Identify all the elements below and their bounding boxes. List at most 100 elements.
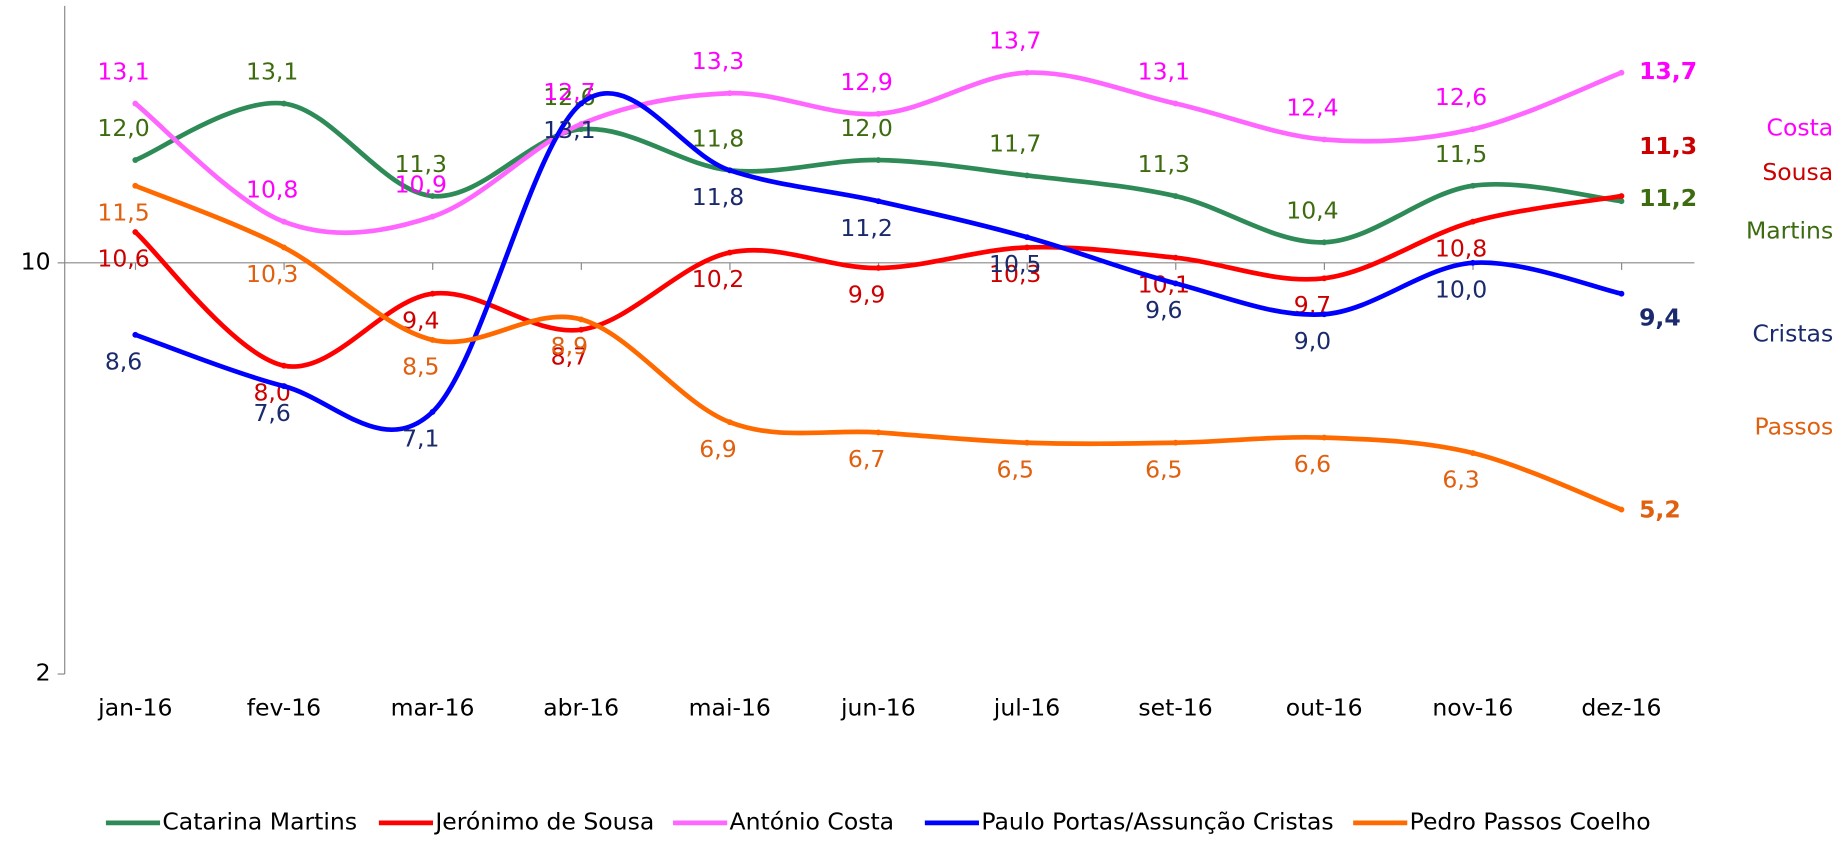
data-label: 13,1 xyxy=(97,58,149,86)
x-tick-label: nov-16 xyxy=(1432,694,1513,722)
point xyxy=(727,250,733,256)
point xyxy=(430,214,436,220)
legend-label: Catarina Martins xyxy=(162,807,357,835)
legend-label: Pedro Passos Coelho xyxy=(1410,807,1651,835)
point xyxy=(1321,311,1327,317)
data-label: 8,6 xyxy=(105,347,142,375)
point xyxy=(1024,173,1030,179)
point xyxy=(875,157,881,163)
x-tick-label: dez-16 xyxy=(1581,694,1661,722)
end-name-label: Passos xyxy=(1755,412,1834,440)
point xyxy=(1470,183,1476,189)
point xyxy=(281,363,287,369)
end-value-label: 11,2 xyxy=(1639,184,1697,212)
y-tick-label: 2 xyxy=(36,659,51,687)
data-label: 10,0 xyxy=(1435,276,1487,304)
end-value-label: 5,2 xyxy=(1639,496,1681,524)
point xyxy=(132,101,138,107)
point xyxy=(1024,234,1030,240)
chart: 210jan-16fev-16mar-16abr-16mai-16jun-16j… xyxy=(0,0,1845,844)
point xyxy=(1618,198,1624,204)
data-label: 10,4 xyxy=(1286,196,1338,224)
data-label: 6,5 xyxy=(997,455,1034,483)
point xyxy=(430,337,436,343)
data-label: 12,4 xyxy=(1286,94,1338,122)
data-label: 13,1 xyxy=(543,116,595,144)
x-tick-label: out-16 xyxy=(1286,694,1363,722)
point xyxy=(132,157,138,163)
point xyxy=(1470,126,1476,132)
point xyxy=(281,219,287,225)
data-label: 13,1 xyxy=(1138,58,1190,86)
data-label: 10,8 xyxy=(246,176,298,204)
data-label: 6,7 xyxy=(848,445,885,473)
x-tick-label: mar-16 xyxy=(391,694,475,722)
data-label: 10,2 xyxy=(692,265,744,293)
data-label: 12,6 xyxy=(1435,83,1487,111)
data-label: 11,2 xyxy=(840,214,892,242)
point xyxy=(132,183,138,189)
data-label: 11,5 xyxy=(97,198,149,226)
data-label: 10,8 xyxy=(1435,234,1487,262)
point xyxy=(1173,440,1179,446)
point xyxy=(430,291,436,297)
legend-label: Paulo Portas/Assunção Cristas xyxy=(981,807,1333,835)
point xyxy=(430,409,436,415)
point xyxy=(1470,219,1476,225)
point xyxy=(1321,137,1327,143)
data-label: 7,6 xyxy=(253,399,290,427)
x-tick-label: jul-16 xyxy=(993,694,1060,722)
x-tick-label: jun-16 xyxy=(840,694,916,722)
point xyxy=(727,167,733,173)
point xyxy=(281,244,287,250)
point xyxy=(1618,70,1624,76)
data-label: 12,9 xyxy=(840,68,892,96)
data-label: 13,3 xyxy=(692,47,744,75)
data-label: 9,6 xyxy=(1145,296,1182,324)
x-tick-label: abr-16 xyxy=(543,694,619,722)
point xyxy=(578,316,584,322)
point xyxy=(1024,440,1030,446)
point xyxy=(1470,450,1476,456)
data-label: 10,3 xyxy=(246,260,298,288)
data-label: 8,9 xyxy=(551,332,588,360)
end-name-label: Cristas xyxy=(1752,320,1833,348)
x-tick-label: mai-16 xyxy=(689,694,771,722)
end-value-label: 13,7 xyxy=(1639,57,1697,85)
data-label: 11,8 xyxy=(692,124,744,152)
data-label: 10,6 xyxy=(97,245,149,273)
end-name-label: Sousa xyxy=(1762,158,1833,186)
point xyxy=(1173,101,1179,107)
end-value-label: 9,4 xyxy=(1639,303,1681,331)
point xyxy=(1321,239,1327,245)
data-label: 13,1 xyxy=(246,58,298,86)
point xyxy=(727,90,733,96)
point xyxy=(1024,70,1030,76)
data-label: 7,1 xyxy=(402,425,439,453)
point xyxy=(1173,255,1179,261)
point xyxy=(1321,435,1327,441)
data-label: 12,7 xyxy=(543,78,595,106)
data-label: 11,3 xyxy=(1138,150,1190,178)
data-label: 10,5 xyxy=(989,250,1041,278)
data-label: 12,0 xyxy=(840,114,892,142)
end-value-label: 11,3 xyxy=(1639,132,1697,160)
data-label: 8,5 xyxy=(402,353,439,381)
end-name-label: Martins xyxy=(1746,217,1833,245)
point xyxy=(1618,291,1624,297)
end-name-label: Costa xyxy=(1767,113,1834,141)
point xyxy=(132,229,138,235)
data-label: 9,9 xyxy=(848,281,885,309)
point xyxy=(1470,260,1476,266)
data-label: 11,5 xyxy=(1435,140,1487,168)
data-label: 11,8 xyxy=(692,183,744,211)
data-label: 6,6 xyxy=(1294,450,1331,478)
point xyxy=(875,430,881,436)
data-label: 9,0 xyxy=(1294,327,1331,355)
x-tick-label: jan-16 xyxy=(97,694,172,722)
data-label: 10,9 xyxy=(395,171,447,199)
point xyxy=(1618,193,1624,199)
point xyxy=(1618,507,1624,513)
point xyxy=(875,265,881,271)
point xyxy=(1321,275,1327,281)
